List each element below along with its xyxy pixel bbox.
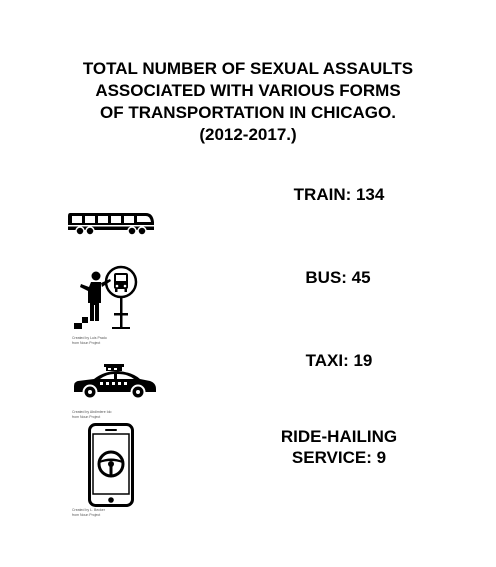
ride-hailing-label: RIDE-HAILING SERVICE: 9 — [239, 426, 439, 468]
taxi-icon-credit: Created by Abdimlere Ido from Noun Proje… — [72, 410, 112, 419]
credit-line: from Noun Project — [72, 512, 101, 517]
smartphone-steering-wheel-icon — [88, 423, 134, 512]
taxi-label-line: TAXI: 19 — [305, 351, 373, 370]
ride-hailing-label-line: RIDE-HAILING — [280, 427, 398, 446]
title-line: ASSOCIATED WITH VARIOUS FORMS — [95, 81, 401, 100]
title-line: (2012-2017.) — [199, 125, 297, 144]
credit-line: Created by L. Becker — [72, 508, 105, 512]
phone-icon-credit: Created by L. Becker from Noun Project — [72, 508, 105, 517]
train-label: TRAIN: 134 — [239, 184, 439, 205]
train-label-line: TRAIN: 134 — [293, 185, 385, 204]
bus-stop-icon — [72, 263, 144, 338]
title-line: OF TRANSPORTATION IN CHICAGO. — [100, 103, 396, 122]
taxi-icon — [70, 364, 158, 405]
bus-icon-credit: Created by Luis Prado from Noun Project — [72, 336, 107, 345]
credit-line: Created by Abdimlere Ido — [72, 410, 112, 414]
title-line: TOTAL NUMBER OF SEXUAL ASSAULTS — [82, 59, 414, 78]
credit-line: from Noun Project — [72, 414, 101, 419]
chart-title: TOTAL NUMBER OF SEXUAL ASSAULTS ASSOCIAT… — [0, 58, 496, 146]
credit-line: from Noun Project — [72, 340, 101, 345]
ride-hailing-label-line: SERVICE: 9 — [291, 448, 387, 467]
taxi-label: TAXI: 19 — [239, 350, 439, 371]
credit-line: Created by Luis Prado — [72, 336, 107, 340]
bus-label: BUS: 45 — [238, 267, 438, 288]
bus-label-line: BUS: 45 — [305, 268, 371, 287]
train-icon — [66, 210, 156, 241]
